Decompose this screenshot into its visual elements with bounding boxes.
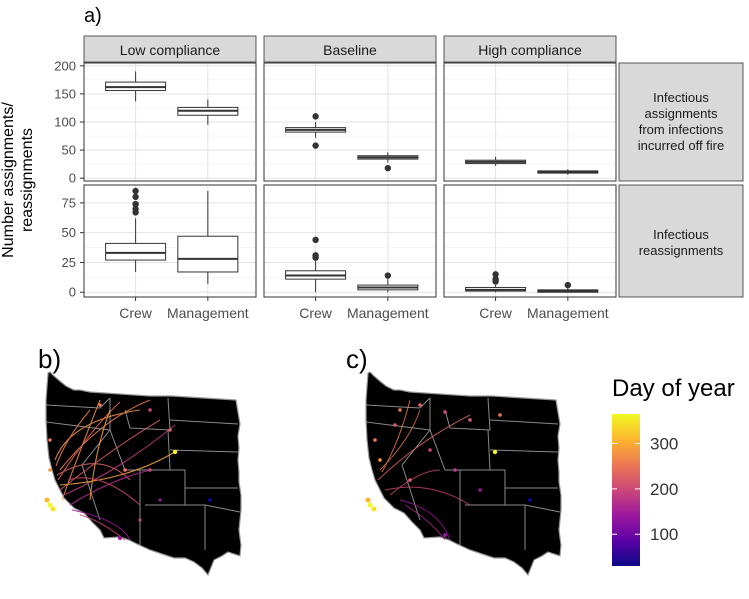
box-management bbox=[357, 272, 419, 293]
y-axis-title: Number assignments/ reassignments bbox=[0, 102, 36, 258]
strip-low-compliance-bg bbox=[83, 35, 257, 63]
y-axis-ticks: 0 50 100 150 200 0 25 50 75 bbox=[54, 58, 84, 300]
panel-r1-c1 bbox=[83, 62, 257, 182]
panel-background bbox=[264, 185, 436, 297]
strip-high-compliance-bg bbox=[443, 35, 617, 63]
strip-row2-line-2: reassignments bbox=[639, 243, 724, 258]
color-legend: Day of year 100 200 300 bbox=[612, 375, 735, 566]
y-tick-label: 150 bbox=[54, 86, 76, 101]
map-c bbox=[365, 371, 562, 577]
strip-row1-bg bbox=[618, 62, 744, 182]
panel-border bbox=[83, 184, 257, 298]
panel-r2-c1 bbox=[83, 184, 257, 298]
y-tick-label: 200 bbox=[54, 58, 76, 73]
box-management bbox=[357, 152, 419, 172]
map-b-land bbox=[45, 371, 242, 577]
column-strips: Low compliance Baseline High compliance bbox=[83, 35, 617, 63]
strip-row2-bg bbox=[618, 184, 744, 298]
box-crew bbox=[465, 156, 527, 166]
outlier-point bbox=[312, 113, 319, 120]
panel-r1-c2 bbox=[263, 62, 437, 182]
boxplot-panels bbox=[83, 62, 617, 298]
panel-a-label: a) bbox=[84, 5, 102, 27]
box-management bbox=[177, 190, 239, 284]
outlier-point bbox=[132, 200, 139, 208]
strip-row1-line-4: incurred off fire bbox=[638, 138, 724, 153]
outlier-point bbox=[384, 164, 392, 172]
y-axis-title-line-1: Number assignments/ bbox=[0, 102, 17, 258]
strip-baseline-bg bbox=[263, 35, 437, 63]
strip-low-compliance: Low compliance bbox=[120, 42, 221, 58]
outlier-point bbox=[132, 205, 139, 213]
box-crew bbox=[105, 71, 167, 102]
legend-title: Day of year bbox=[612, 375, 735, 402]
legend-tick-label: 300 bbox=[650, 434, 678, 453]
x-tick-label: Management bbox=[347, 305, 429, 321]
strip-baseline: Baseline bbox=[323, 42, 377, 58]
strip-high-compliance: High compliance bbox=[478, 42, 582, 58]
outlier-point bbox=[132, 187, 139, 195]
panel-c-label: c) bbox=[346, 344, 368, 374]
x-tick-label: Management bbox=[167, 305, 249, 321]
x-axis-ticks: Crew Management Crew Management Crew Manageme… bbox=[119, 297, 609, 321]
box-management bbox=[537, 281, 599, 293]
box-crew bbox=[105, 187, 167, 272]
x-tick-label: Crew bbox=[119, 305, 153, 321]
panel-border bbox=[263, 184, 437, 298]
map-b-points bbox=[44, 403, 212, 540]
outlier-point bbox=[492, 275, 499, 283]
map-c-points bbox=[365, 403, 532, 537]
box-management bbox=[537, 169, 599, 175]
strip-row2-line-1: Infectious bbox=[653, 227, 709, 242]
panel-border bbox=[263, 62, 437, 182]
box-crew bbox=[285, 113, 347, 149]
panel-b-label: b) bbox=[38, 344, 61, 374]
map-c-paths bbox=[377, 399, 471, 541]
strip-row1-line-3: from infections bbox=[639, 122, 724, 137]
box-iqr bbox=[177, 235, 239, 273]
y-tick-label: 100 bbox=[54, 115, 76, 130]
y-tick-label: 0 bbox=[69, 285, 76, 300]
y-tick-label: 0 bbox=[69, 171, 76, 186]
strip-row1-line-2: assignments bbox=[645, 106, 718, 121]
y-tick-label: 50 bbox=[62, 143, 76, 158]
y-tick-label: 50 bbox=[62, 225, 76, 240]
y-tick-label: 75 bbox=[62, 195, 76, 210]
outlier-point bbox=[312, 252, 319, 259]
x-tick-label: Crew bbox=[479, 305, 513, 321]
panel-r2-c3 bbox=[443, 184, 617, 298]
outlier-point bbox=[492, 271, 499, 278]
outlier-point bbox=[564, 281, 572, 289]
panel-r2-c2 bbox=[263, 184, 437, 298]
panel-border bbox=[443, 184, 617, 298]
outlier-point bbox=[384, 272, 392, 279]
y-tick-label: 25 bbox=[62, 255, 76, 270]
outlier-point bbox=[312, 236, 319, 244]
box-iqr bbox=[105, 242, 167, 261]
map-c-state-borders bbox=[366, 397, 561, 550]
y-axis-title-line-2: reassignments bbox=[19, 128, 36, 232]
strip-row1-line-1: Infectious bbox=[653, 90, 709, 105]
map-b bbox=[44, 371, 242, 577]
box-crew bbox=[285, 236, 347, 293]
x-tick-label: Management bbox=[527, 305, 609, 321]
panel-r1-c3 bbox=[443, 62, 617, 182]
panel-background bbox=[444, 185, 616, 297]
map-c-land bbox=[365, 371, 562, 577]
panel-border bbox=[443, 62, 617, 182]
x-tick-label: Crew bbox=[299, 305, 333, 321]
legend-tick-label: 100 bbox=[650, 525, 678, 544]
legend-ticks: 100 200 300 bbox=[612, 434, 678, 544]
legend-colorbar bbox=[612, 414, 640, 566]
box-crew bbox=[465, 271, 527, 293]
outlier-point bbox=[312, 142, 319, 149]
row-strips: Infectious assignments from infections i… bbox=[618, 62, 744, 298]
legend-tick-label: 200 bbox=[650, 480, 678, 499]
box-management bbox=[177, 99, 239, 125]
outlier-point bbox=[132, 193, 139, 201]
